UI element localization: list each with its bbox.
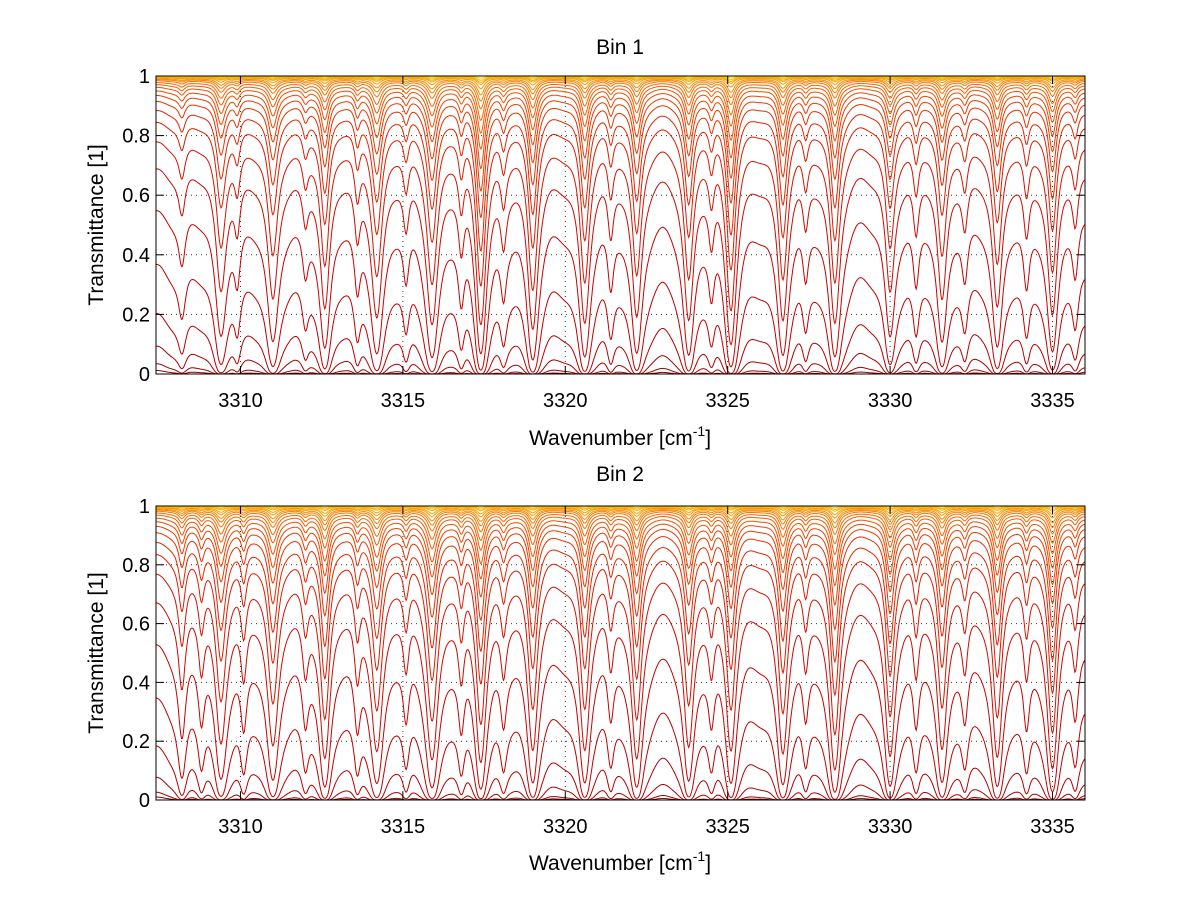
y-axis-label: Transmittance [1] bbox=[85, 144, 108, 305]
x-tick-label: 3315 bbox=[381, 816, 426, 838]
spectrum-line bbox=[156, 78, 1085, 96]
chart-panel-bin-2: 3310 3315 3320 3325 3330 3335 00.20.40.60.81 … bbox=[85, 463, 1086, 875]
x-tick-labels: 3310 3315 3320 3325 3330 3335 bbox=[218, 390, 1075, 412]
spectrum-line bbox=[156, 77, 1085, 90]
tick-marks bbox=[156, 75, 1085, 375]
spectrum-line bbox=[156, 122, 1086, 287]
spectrum-line bbox=[156, 168, 1086, 355]
spectrum-line bbox=[156, 95, 1086, 192]
x-axis-label: Wavenumber [cm-1] bbox=[529, 848, 711, 875]
spectrum-line bbox=[156, 776, 1086, 801]
spectrum-line bbox=[156, 507, 1085, 516]
spectrum-line bbox=[155, 263, 1086, 375]
x-tick-label: 3310 bbox=[218, 390, 263, 412]
y-tick-label: 0 bbox=[139, 364, 150, 386]
x-axis-label-end: ] bbox=[705, 427, 711, 450]
y-tick-label: 0.2 bbox=[122, 304, 150, 326]
x-tick-label: 3315 bbox=[381, 390, 426, 412]
series-group bbox=[155, 75, 1086, 375]
chart-panel-bin-1: 3310 3315 3320 3325 3330 3335 00.20.40.60.81 … bbox=[85, 36, 1086, 450]
spectrum-line bbox=[155, 554, 1086, 697]
y-tick-label: 0 bbox=[139, 790, 150, 812]
x-tick-label: 3320 bbox=[543, 816, 588, 838]
spectrum-line bbox=[156, 573, 1086, 737]
x-tick-label: 3335 bbox=[1030, 816, 1075, 838]
spectrum-line bbox=[156, 86, 1086, 150]
spectrum-line bbox=[156, 512, 1086, 545]
x-tick-label: 3320 bbox=[543, 390, 588, 412]
axes-box bbox=[155, 75, 1086, 375]
spectrum-line bbox=[156, 514, 1086, 556]
tick-marks bbox=[156, 505, 1085, 801]
spectrum-line bbox=[155, 745, 1086, 801]
chart-title: Bin 2 bbox=[596, 463, 644, 486]
spectrum-line bbox=[156, 82, 1085, 121]
spectrum-line bbox=[156, 84, 1085, 134]
y-tick-label: 0.8 bbox=[122, 555, 150, 577]
y-tick-labels: 0 0.2 0.4 0.6 0.8 1 bbox=[122, 66, 150, 386]
spectrum-line bbox=[156, 508, 1086, 524]
spectrum-line bbox=[156, 101, 1086, 219]
spectrum-line bbox=[156, 697, 1086, 800]
spectrum-line bbox=[156, 509, 1085, 529]
spectrum-line bbox=[156, 80, 1085, 110]
spectrum-line bbox=[156, 517, 1086, 570]
spectrum-line bbox=[156, 507, 1085, 519]
x-axis-label: Wavenumber [cm-1] bbox=[529, 423, 711, 450]
spectrum-line bbox=[156, 532, 1086, 631]
spectrum-line bbox=[155, 312, 1086, 375]
y-tick-label: 0.8 bbox=[122, 126, 150, 148]
x-tick-label: 3325 bbox=[705, 390, 750, 412]
spectrum-line bbox=[156, 90, 1086, 170]
x-axis-label-superscript: -1 bbox=[693, 423, 706, 439]
chart-title: Bin 1 bbox=[596, 36, 644, 59]
spectrum-line bbox=[156, 525, 1086, 607]
x-tick-label: 3330 bbox=[868, 816, 913, 838]
y-tick-label: 1 bbox=[139, 66, 150, 88]
spectrum-line bbox=[156, 110, 1086, 252]
plot-area bbox=[156, 506, 1085, 800]
spectrum-line bbox=[155, 644, 1086, 793]
spectrum-line bbox=[156, 510, 1086, 535]
spectrum-line bbox=[156, 79, 1086, 102]
y-axis-label: Transmittance [1] bbox=[85, 572, 108, 733]
x-axis-label-superscript: -1 bbox=[693, 848, 706, 864]
spectrum-line bbox=[156, 521, 1086, 587]
y-tick-label: 1 bbox=[139, 496, 150, 518]
x-axis-label-text: Wavenumber [cm bbox=[529, 852, 693, 875]
y-tick-label: 0.4 bbox=[122, 245, 150, 267]
x-tick-label: 3325 bbox=[705, 816, 750, 838]
spectrum-line bbox=[156, 363, 1086, 375]
spectrum-line bbox=[156, 542, 1086, 664]
y-tick-label: 0.6 bbox=[122, 185, 150, 207]
y-tick-labels: 0 0.2 0.4 0.6 0.8 1 bbox=[122, 496, 150, 812]
x-axis-label-text: Wavenumber [cm bbox=[529, 427, 693, 450]
x-tick-label: 3330 bbox=[868, 390, 913, 412]
y-tick-label: 0.6 bbox=[122, 614, 150, 636]
spectrum-line bbox=[155, 141, 1086, 326]
axes-box bbox=[155, 505, 1086, 801]
x-tick-label: 3310 bbox=[218, 816, 263, 838]
spectrum-line bbox=[155, 210, 1086, 371]
y-tick-label: 0.4 bbox=[122, 672, 150, 694]
x-tick-labels: 3310 3315 3320 3325 3330 3335 bbox=[218, 816, 1075, 838]
x-tick-label: 3335 bbox=[1030, 390, 1075, 412]
x-axis-label-end: ] bbox=[705, 852, 711, 875]
y-tick-label: 0.2 bbox=[122, 731, 150, 753]
spectrum-line bbox=[156, 345, 1086, 375]
spectrum-line bbox=[155, 602, 1086, 772]
series-group bbox=[155, 505, 1086, 801]
